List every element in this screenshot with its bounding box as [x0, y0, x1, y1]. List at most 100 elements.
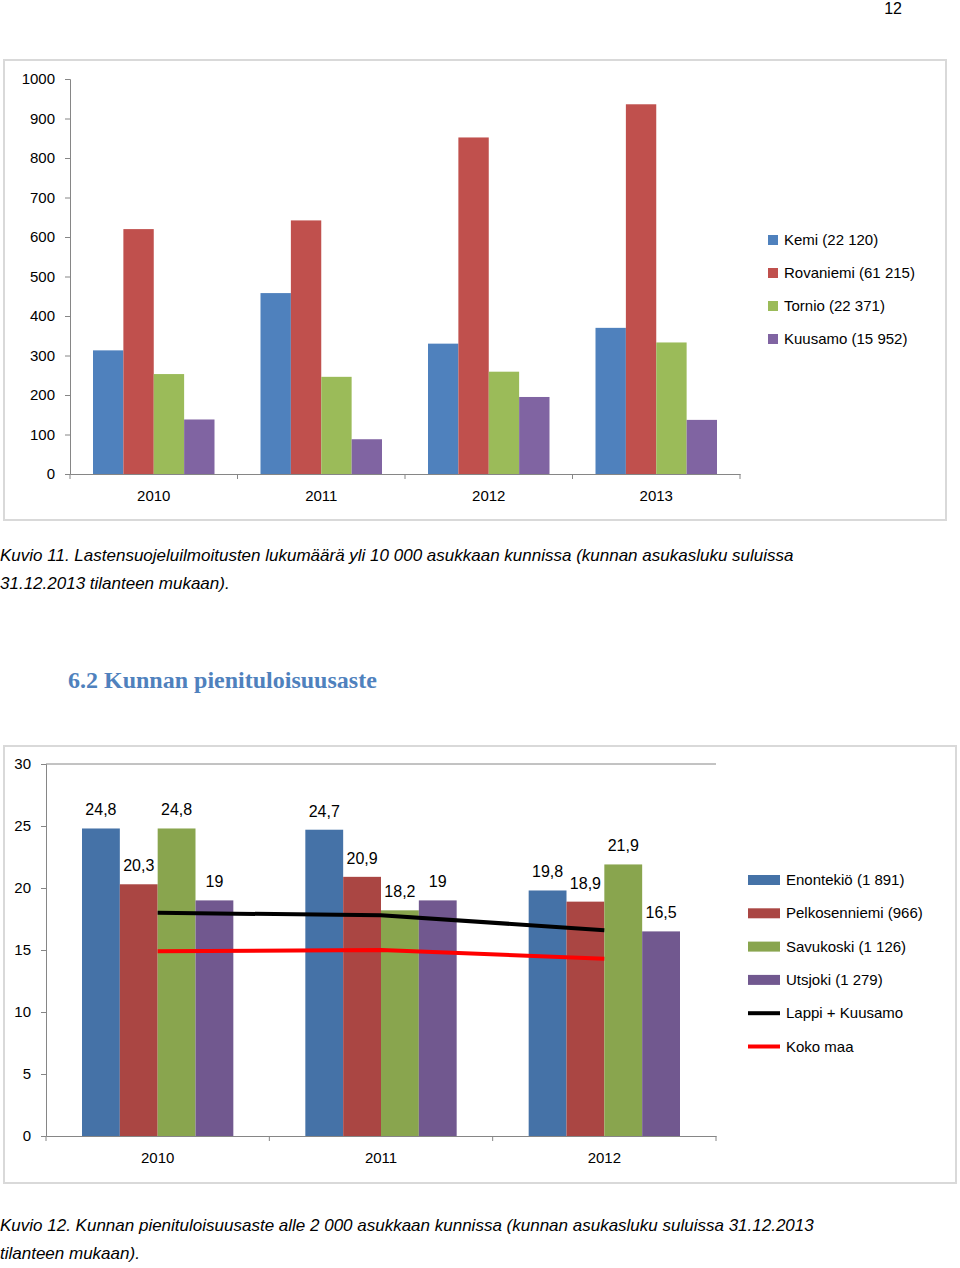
bar	[305, 830, 343, 1136]
y-tick-label: 5	[23, 1065, 31, 1082]
x-axis: 2010201120122013	[71, 474, 741, 504]
x-tick: 2012	[472, 474, 505, 504]
y-tick: 1000	[22, 70, 70, 87]
x-separator	[572, 474, 573, 479]
legend-key	[748, 942, 780, 952]
legend: Enontekiö (1 891)Pelkosenniemi (966)Savu…	[748, 871, 923, 1055]
bar	[604, 864, 642, 1136]
plot-marks	[93, 104, 717, 474]
y-tick: 100	[30, 426, 70, 443]
bar	[596, 328, 626, 474]
bar	[154, 374, 184, 474]
y-axis: 051015202530	[14, 755, 46, 1144]
legend-label: Pelkosenniemi (966)	[786, 904, 923, 921]
y-tick-mark	[41, 1074, 46, 1075]
y-axis-line	[41, 765, 47, 1137]
y-tick-mark	[65, 79, 70, 80]
y-tick-mark	[65, 316, 70, 317]
data-label: 18,9	[570, 875, 601, 892]
y-tick: 600	[30, 228, 70, 245]
legend-key	[748, 975, 780, 985]
x-tick: 2012	[588, 1136, 621, 1166]
y-tick-label: 200	[30, 386, 55, 403]
data-label: 24,7	[309, 803, 340, 820]
bar	[123, 229, 153, 474]
y-tick-mark	[41, 888, 46, 889]
y-axis: 01002003004005006007008009001000	[22, 70, 71, 482]
legend-label: Lappi + Kuusamo	[786, 1004, 903, 1021]
y-tick: 900	[30, 110, 70, 127]
y-tick-label: 100	[30, 426, 55, 443]
legend-key	[748, 875, 780, 885]
bar	[184, 419, 214, 474]
x-tick-label: 2013	[640, 487, 673, 504]
x-separator	[269, 1136, 270, 1141]
x-separator	[405, 474, 406, 479]
y-tick-label: 10	[14, 1003, 31, 1020]
caption: Kuvio 11. Lastensuojeluilmoitusten lukum…	[0, 546, 794, 565]
y-tick: 5	[23, 1065, 46, 1082]
legend-label: Koko maa	[786, 1038, 854, 1055]
line	[158, 913, 605, 930]
y-tick-label: 800	[30, 149, 55, 166]
caption: tilanteen mukaan).	[0, 1244, 140, 1263]
chart: 24,824,719,820,320,918,924,818,221,91919…	[4, 746, 956, 1183]
y-tick-label: 900	[30, 110, 55, 127]
x-tick: 2010	[141, 1136, 174, 1166]
y-tick-mark	[65, 395, 70, 396]
bar	[642, 931, 680, 1136]
page-number: 12	[884, 0, 902, 17]
x-separator	[46, 1136, 47, 1141]
y-tick-mark	[65, 198, 70, 199]
x-separator	[492, 1136, 493, 1141]
y-tick-label: 15	[14, 941, 31, 958]
y-tick-label: 1000	[22, 70, 55, 87]
y-tick-mark	[65, 119, 70, 120]
legend-key	[748, 908, 780, 918]
bar	[158, 828, 196, 1136]
plot-marks	[82, 828, 680, 1136]
bar	[261, 293, 291, 474]
y-tick: 200	[30, 386, 70, 403]
y-tick-mark	[41, 1136, 46, 1137]
x-separator	[237, 474, 238, 479]
line	[158, 950, 605, 959]
y-tick-label: 700	[30, 189, 55, 206]
heading: 6.2 Kunnan pienituloisuusaste	[68, 667, 377, 693]
legend-label: Rovaniemi (61 215)	[784, 264, 915, 281]
legend-label: Savukoski (1 126)	[786, 938, 906, 955]
data-label: 20,3	[123, 857, 154, 874]
y-tick-mark	[65, 158, 70, 159]
x-axis: 2010 2011 2012	[47, 1136, 717, 1166]
caption: Kuvio 12. Kunnan pienituloisuusaste alle…	[0, 1216, 814, 1235]
x-separator	[740, 474, 741, 479]
y-tick: 15	[14, 941, 46, 958]
y-tick: 0	[23, 1127, 46, 1144]
y-tick-label: 0	[23, 1127, 31, 1144]
bar	[458, 137, 488, 474]
chart-border	[4, 746, 956, 1183]
bar	[567, 902, 605, 1136]
bar	[687, 420, 717, 474]
legend-label: Kemi (22 120)	[784, 231, 878, 248]
chart-border	[4, 60, 946, 520]
data-label: 21,9	[608, 837, 639, 854]
x-tick: 2013	[640, 474, 673, 504]
y-tick: 0	[47, 465, 70, 482]
x-tick-label: 2010	[141, 1149, 174, 1166]
data-label: 19,8	[532, 863, 563, 880]
x-tick: 2011	[365, 1136, 397, 1166]
y-tick-label: 500	[30, 268, 55, 285]
y-tick-mark	[65, 435, 70, 436]
legend-key	[768, 334, 778, 344]
legend-label: Kuusamo (15 952)	[784, 330, 907, 347]
y-axis-line	[65, 80, 71, 475]
bar	[428, 344, 458, 474]
y-tick-mark	[65, 474, 70, 475]
x-tick-label: 2011	[305, 487, 337, 504]
y-tick-mark	[65, 356, 70, 357]
x-separator	[716, 1136, 717, 1141]
legend-key	[768, 235, 778, 245]
bar	[291, 220, 321, 474]
legend-key	[768, 268, 778, 278]
